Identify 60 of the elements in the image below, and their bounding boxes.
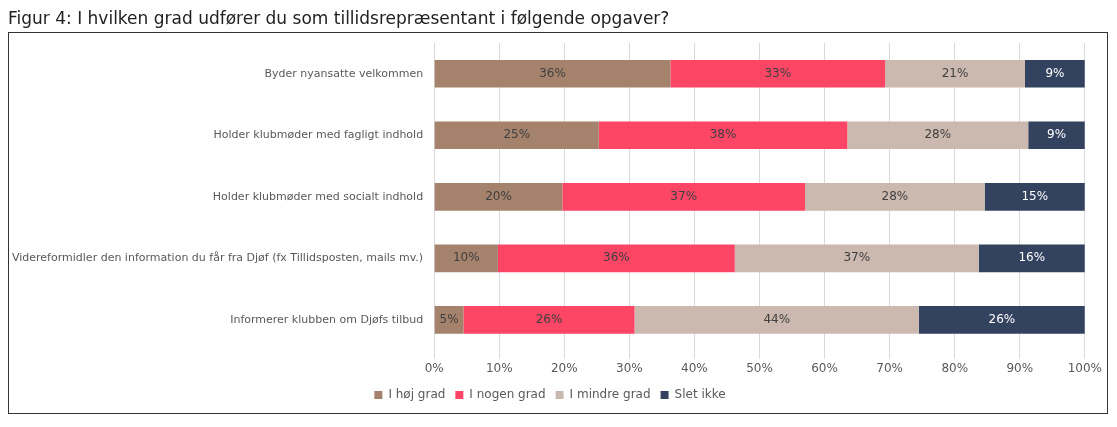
data-label: 9% xyxy=(1045,65,1065,80)
x-tick-label: 100% xyxy=(1067,360,1102,375)
y-tick-label: Videreformidler den information du får fra Djøf (fx Tillidsposten, mails mv.) xyxy=(11,251,424,265)
x-tick-label: 10% xyxy=(485,360,513,375)
data-label: 9% xyxy=(1047,127,1067,142)
bar xyxy=(670,59,886,88)
x-tick-label: 30% xyxy=(616,360,643,375)
x-tick-label: 50% xyxy=(746,360,773,375)
bar xyxy=(885,59,1025,88)
data-label: 16% xyxy=(1018,250,1046,265)
data-label: 15% xyxy=(1021,188,1049,203)
x-tick-label: 20% xyxy=(550,360,578,375)
bar xyxy=(434,59,671,88)
x-tick-label: 70% xyxy=(876,360,903,375)
data-label: 38% xyxy=(709,127,737,142)
data-label: 37% xyxy=(843,250,871,265)
bar xyxy=(434,121,599,150)
data-label: 5% xyxy=(439,311,459,326)
data-label: 25% xyxy=(503,127,531,142)
legend-label: I mindre grad xyxy=(569,387,651,402)
bar xyxy=(1024,59,1085,88)
bar xyxy=(805,182,985,211)
legend-label: Slet ikke xyxy=(674,387,726,402)
data-label: 10% xyxy=(452,250,480,265)
bar xyxy=(434,182,563,211)
bar xyxy=(978,244,1085,273)
data-label: 28% xyxy=(881,188,909,203)
bar xyxy=(634,306,919,334)
data-label: 21% xyxy=(941,65,969,80)
legend-label: I høj grad xyxy=(388,387,446,402)
data-label: 36% xyxy=(603,250,630,265)
bar xyxy=(984,182,1085,211)
bar xyxy=(734,244,979,273)
bar xyxy=(847,121,1029,150)
x-tick-label: 60% xyxy=(811,360,838,375)
data-label: 28% xyxy=(924,127,952,142)
bar xyxy=(463,306,635,334)
chart-title: Figur 4: I hvilken grad udfører du som tillidsrepræsentant i følgende opgaver? xyxy=(8,8,671,28)
x-tick-label: 80% xyxy=(941,360,969,375)
data-label: 20% xyxy=(485,188,512,203)
bar xyxy=(497,244,735,273)
bar xyxy=(1028,121,1085,150)
y-tick-label: Holder klubmøder med fagligt indhold xyxy=(213,128,424,142)
legend-label: I nogen grad xyxy=(469,387,546,402)
x-tick-label: 40% xyxy=(681,360,708,375)
data-label: 36% xyxy=(539,65,566,80)
y-tick-label: Informerer klubben om Djøfs tilbud xyxy=(230,312,424,326)
data-label: 37% xyxy=(670,188,698,203)
y-tick-label: Holder klubmøder med socialt indhold xyxy=(212,189,424,203)
bar xyxy=(434,244,498,273)
data-label: 44% xyxy=(763,311,791,326)
data-label: 26% xyxy=(535,311,563,326)
bar xyxy=(918,306,1085,334)
bar xyxy=(598,121,848,150)
x-tick-label: 0% xyxy=(424,360,444,375)
x-tick-label: 90% xyxy=(1006,360,1034,375)
y-tick-label: Byder nyansatte velkommen xyxy=(264,66,424,80)
data-label: 33% xyxy=(764,65,792,80)
bar xyxy=(562,182,806,211)
data-label: 26% xyxy=(988,311,1016,326)
